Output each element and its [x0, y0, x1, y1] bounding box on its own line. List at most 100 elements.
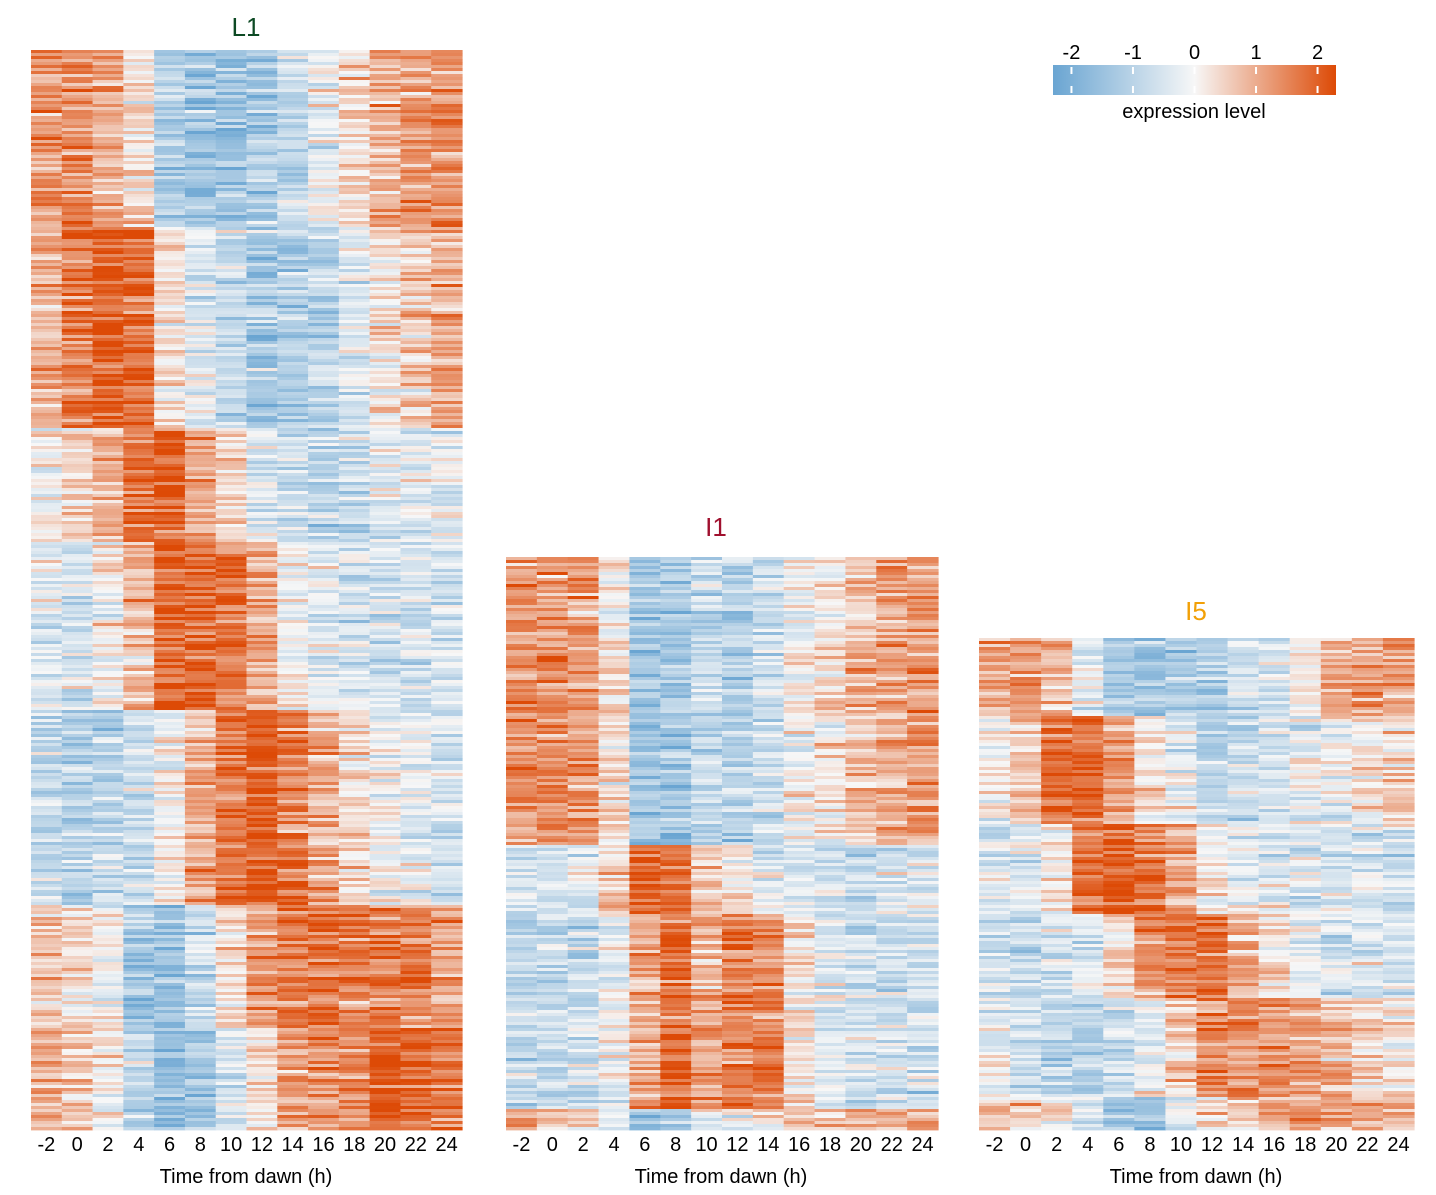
heatmap-cell [185, 296, 216, 299]
heatmap-cell [123, 788, 154, 791]
heatmap-cell [431, 257, 462, 260]
heatmap-cell [185, 275, 216, 278]
heatmap-cell [400, 824, 431, 827]
heatmap-cell [400, 767, 431, 770]
heatmap-cell [431, 644, 462, 647]
heatmap-cell [339, 362, 370, 365]
heatmap-cell [62, 755, 93, 758]
heatmap-cell [308, 434, 339, 437]
heatmap-cell [185, 893, 216, 896]
heatmap-cell [93, 848, 124, 851]
heatmap-cell [339, 272, 370, 275]
heatmap-cell [308, 122, 339, 125]
heatmap-cell [339, 323, 370, 326]
heatmap-cell [339, 1097, 370, 1100]
heatmap-cell [339, 1064, 370, 1067]
heatmap-cell [123, 680, 154, 683]
heatmap-cell [62, 1106, 93, 1109]
heatmap-cell [370, 1076, 401, 1079]
heatmap-cell [339, 470, 370, 473]
heatmap-cell [62, 1058, 93, 1061]
heatmap-cell [216, 383, 247, 386]
heatmap-cell [339, 1112, 370, 1115]
heatmap-cell [185, 836, 216, 839]
heatmap-cell [216, 68, 247, 71]
heatmap-cell [154, 935, 185, 938]
heatmap-cell [277, 935, 308, 938]
heatmap-cell [185, 521, 216, 524]
heatmap-cell [400, 401, 431, 404]
heatmap-cell [277, 593, 308, 596]
heatmap-cell [93, 314, 124, 317]
heatmap-cell [154, 389, 185, 392]
heatmap-cell [185, 299, 216, 302]
heatmap-cell [370, 848, 401, 851]
heatmap-cell [370, 965, 401, 968]
heatmap-cell [339, 554, 370, 557]
heatmap-cell [370, 728, 401, 731]
heatmap-cell [400, 455, 431, 458]
heatmap-cell [62, 281, 93, 284]
heatmap-cell [247, 863, 278, 866]
heatmap-cell [185, 1013, 216, 1016]
heatmap-cell [370, 296, 401, 299]
heatmap-cell [62, 374, 93, 377]
heatmap-cell [247, 101, 278, 104]
heatmap-cell [185, 740, 216, 743]
heatmap-cell [400, 233, 431, 236]
heatmap-cell [431, 875, 462, 878]
heatmap-cell [31, 785, 62, 788]
heatmap-cell [62, 167, 93, 170]
heatmap-cell [277, 185, 308, 188]
heatmap-cell [123, 221, 154, 224]
heatmap-cell [154, 206, 185, 209]
heatmap-cell [93, 950, 124, 953]
heatmap-cell [93, 407, 124, 410]
heatmap-cell [31, 509, 62, 512]
heatmap-cell [431, 773, 462, 776]
heatmap-cell [62, 734, 93, 737]
heatmap-cell [154, 1094, 185, 1097]
heatmap-cell [308, 317, 339, 320]
heatmap-cell [154, 794, 185, 797]
heatmap-cell [400, 413, 431, 416]
heatmap-cell [339, 170, 370, 173]
heatmap-cell [339, 311, 370, 314]
heatmap-cell [62, 122, 93, 125]
heatmap-cell [277, 224, 308, 227]
heatmap-cell [123, 158, 154, 161]
heatmap-cell [370, 989, 401, 992]
heatmap-cell [247, 236, 278, 239]
heatmap-cell [185, 830, 216, 833]
heatmap-cell [62, 683, 93, 686]
heatmap-cell [247, 1106, 278, 1109]
heatmap-cell [216, 707, 247, 710]
heatmap-cell [93, 194, 124, 197]
heatmap-cell [62, 140, 93, 143]
heatmap-cell [123, 380, 154, 383]
heatmap-cell [247, 626, 278, 629]
heatmap-cell [154, 509, 185, 512]
heatmap-cell [339, 638, 370, 641]
heatmap-cell [400, 710, 431, 713]
heatmap-cell [31, 452, 62, 455]
heatmap-cell [123, 98, 154, 101]
heatmap-cell [93, 257, 124, 260]
heatmap-cell [62, 737, 93, 740]
heatmap-cell [431, 500, 462, 503]
heatmap-cell [123, 920, 154, 923]
heatmap-cell [216, 905, 247, 908]
heatmap-cell [216, 887, 247, 890]
heatmap-cell [93, 137, 124, 140]
heatmap-cell [93, 680, 124, 683]
heatmap-cell [277, 368, 308, 371]
heatmap-cell [370, 419, 401, 422]
heatmap-cell [216, 833, 247, 836]
heatmap-cell [400, 527, 431, 530]
heatmap-cell [123, 1016, 154, 1019]
heatmap-cell [123, 290, 154, 293]
heatmap-cell [339, 77, 370, 80]
heatmap-cell [247, 641, 278, 644]
heatmap-cell [216, 698, 247, 701]
heatmap-cell [339, 752, 370, 755]
